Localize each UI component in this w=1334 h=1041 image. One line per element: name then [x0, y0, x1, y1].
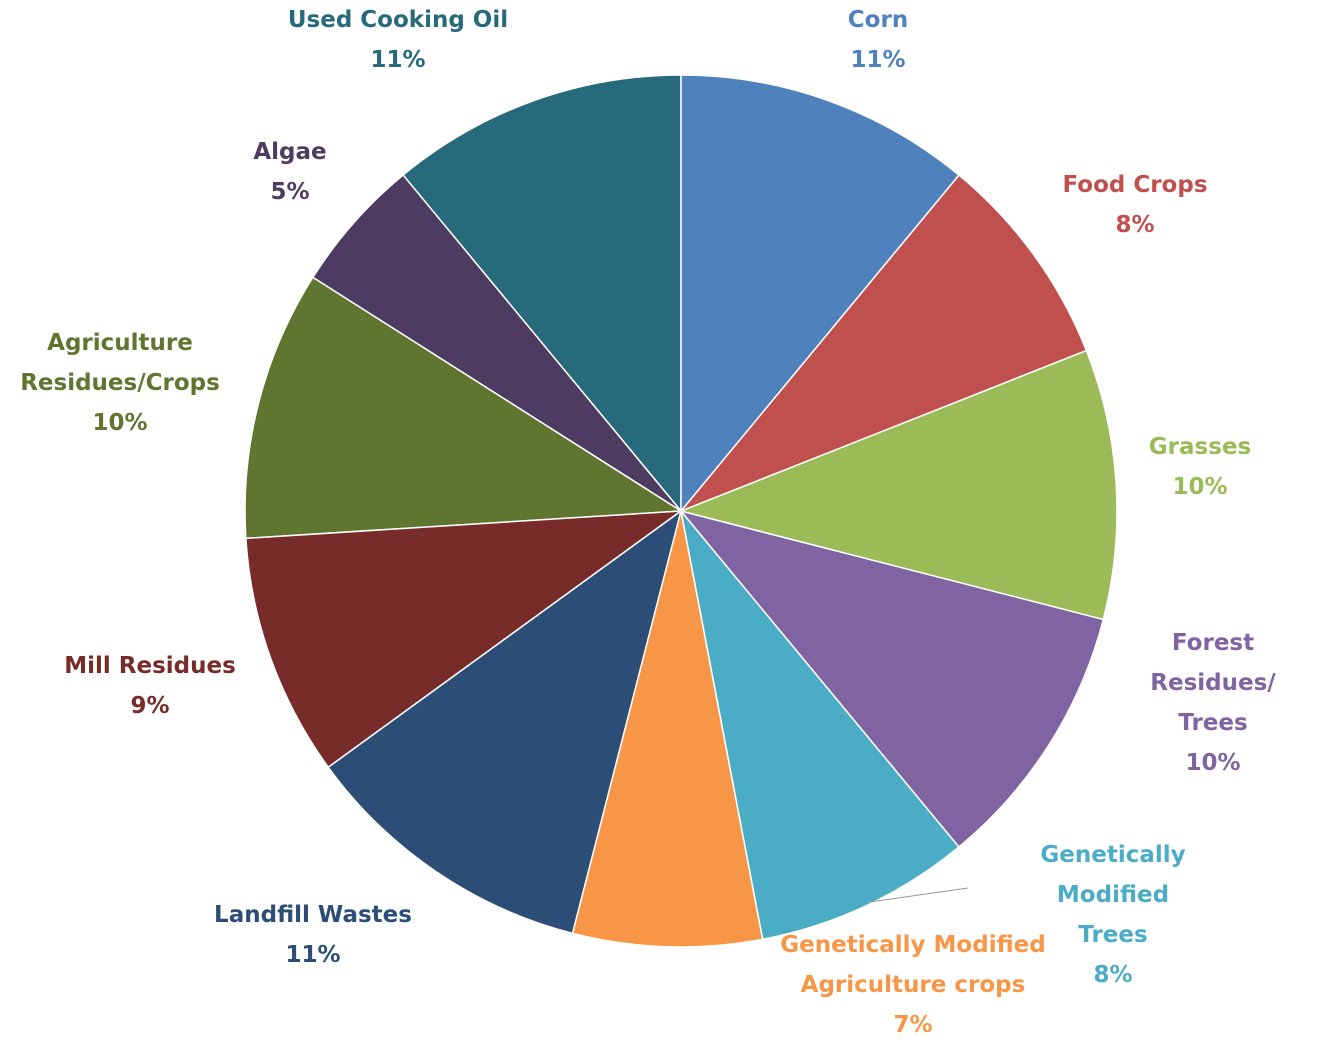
category-label: Genetically Modified Trees	[1040, 842, 1186, 948]
value-label: 8%	[1093, 962, 1133, 988]
value-label: 10%	[1185, 750, 1241, 776]
category-label: Forest Residues/ Trees	[1150, 630, 1276, 736]
pie-slice	[402, 74, 682, 514]
pie-slice	[571, 510, 764, 948]
pie-slice	[244, 276, 684, 540]
value-label: 11%	[850, 47, 906, 73]
category-label: Mill Residues	[64, 653, 236, 679]
pie-slice	[680, 510, 960, 941]
pie-slice	[680, 74, 960, 514]
pie-slice	[327, 509, 683, 935]
slice-label: Genetically Modified Agriculture crops 7%	[780, 925, 1045, 1041]
pie-slice	[680, 173, 1088, 512]
category-label: Genetically Modified Agriculture crops	[780, 932, 1046, 998]
category-label: Corn	[847, 7, 909, 33]
value-label: 5%	[270, 179, 310, 205]
category-label: Landfill Wastes	[214, 902, 412, 928]
category-label: Algae	[253, 139, 327, 165]
slice-label: Landfill Wastes 11%	[214, 895, 412, 975]
pie-slice	[678, 349, 1118, 621]
value-label: 10%	[1172, 474, 1228, 500]
pie-slice	[678, 509, 1105, 849]
value-label: 8%	[1115, 212, 1155, 238]
value-label: 10%	[92, 410, 148, 436]
slice-label: Corn 11%	[848, 0, 908, 80]
slice-label: Used Cooking Oil 11%	[288, 0, 508, 80]
category-label: Used Cooking Oil	[287, 7, 509, 33]
slice-label: Mill Residues 9%	[64, 646, 236, 726]
pie-slice	[245, 510, 684, 769]
slice-label: Algae 5%	[253, 132, 326, 212]
slice-label: Food Crops 8%	[1062, 165, 1207, 245]
value-label: 11%	[285, 942, 341, 968]
value-label: 11%	[370, 47, 426, 73]
value-label: 7%	[893, 1012, 933, 1038]
value-label: 9%	[130, 693, 170, 719]
slice-label: Forest Residues/ Trees 10%	[1150, 623, 1275, 783]
slice-label: Grasses 10%	[1149, 427, 1251, 507]
leader-line	[869, 887, 969, 903]
category-label: Agriculture Residues/Crops	[20, 330, 220, 396]
slice-label: Genetically Modified Trees 8%	[1003, 835, 1224, 995]
slice-label: Agriculture Residues/Crops 10%	[20, 323, 220, 443]
category-label: Grasses	[1148, 434, 1252, 460]
category-label: Food Crops	[1062, 172, 1208, 198]
